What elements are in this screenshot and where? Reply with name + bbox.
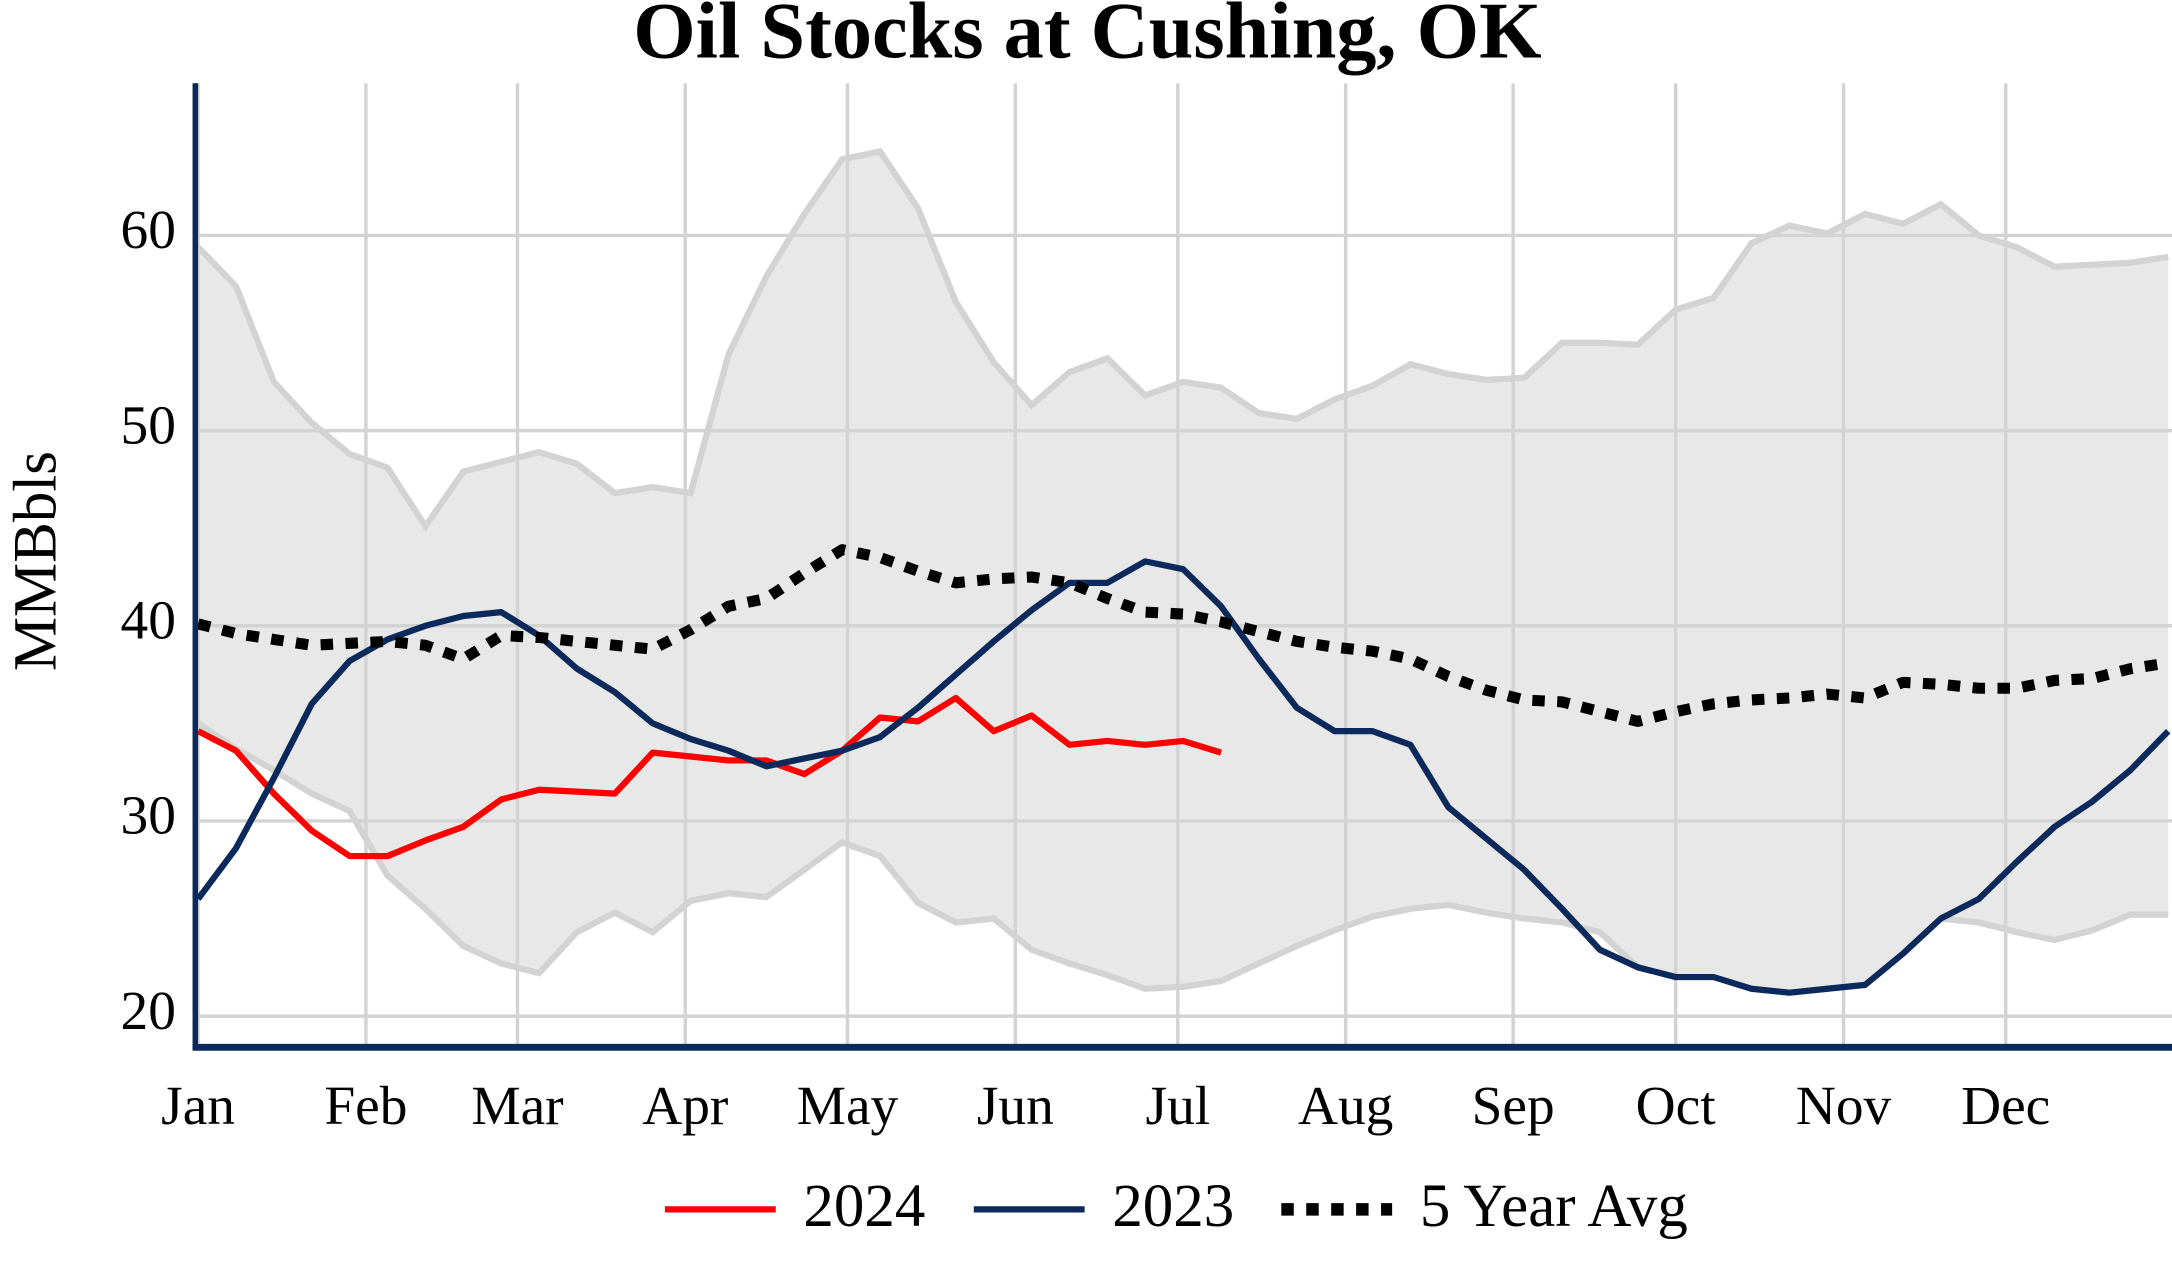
x-tick-label: Nov bbox=[1796, 1075, 1892, 1136]
series-line bbox=[196, 694, 1222, 860]
y-tick-label: 40 bbox=[121, 589, 176, 650]
legend-label: 5 Year Avg bbox=[1420, 1173, 1688, 1240]
legend-label: 2023 bbox=[1112, 1173, 1234, 1240]
y-tick-label: 20 bbox=[121, 980, 176, 1041]
x-tick-label: Dec bbox=[1961, 1075, 2050, 1136]
y-tick-label: 50 bbox=[121, 394, 176, 455]
x-tick-label: Mar bbox=[471, 1075, 563, 1136]
series-line bbox=[195, 558, 2171, 996]
x-tick-label: Sep bbox=[1472, 1075, 1555, 1136]
x-tick-label: Feb bbox=[324, 1075, 407, 1136]
x-tick-label: Jan bbox=[161, 1075, 235, 1136]
legend-label: 2024 bbox=[803, 1173, 925, 1240]
x-tick-label: May bbox=[797, 1075, 899, 1136]
x-tick-label: Oct bbox=[1636, 1075, 1717, 1136]
x-tick-label: Jun bbox=[977, 1075, 1054, 1136]
y-tick-label: 60 bbox=[121, 199, 176, 260]
x-tick-label: Apr bbox=[642, 1075, 728, 1136]
x-tick-label: Aug bbox=[1298, 1075, 1393, 1136]
x-tick-label: Jul bbox=[1146, 1075, 1211, 1136]
y-tick-label: 30 bbox=[121, 785, 176, 846]
range-edge bbox=[195, 148, 2169, 532]
y-axis-label: MMBbls bbox=[3, 451, 70, 671]
chart-title: Oil Stocks at Cushing, OK bbox=[633, 0, 1541, 75]
